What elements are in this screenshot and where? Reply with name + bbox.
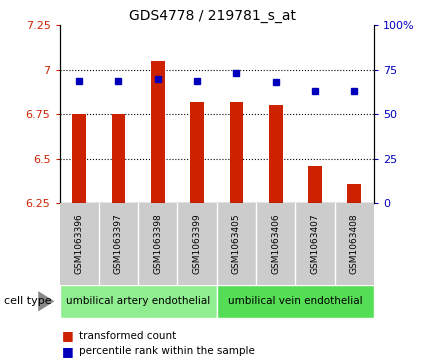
Bar xyxy=(72,114,86,203)
Bar xyxy=(217,285,374,318)
Text: umbilical artery endothelial: umbilical artery endothelial xyxy=(66,296,210,306)
Bar xyxy=(112,114,125,203)
Polygon shape xyxy=(38,291,54,311)
Text: umbilical vein endothelial: umbilical vein endothelial xyxy=(228,296,363,306)
Text: transformed count: transformed count xyxy=(79,331,176,341)
Text: GSM1063408: GSM1063408 xyxy=(350,214,359,274)
Text: GSM1063397: GSM1063397 xyxy=(114,214,123,274)
Text: cell type: cell type xyxy=(4,296,52,306)
Bar xyxy=(308,166,322,203)
Text: GSM1063405: GSM1063405 xyxy=(232,214,241,274)
Text: GDS4778 / 219781_s_at: GDS4778 / 219781_s_at xyxy=(129,9,296,23)
Text: ■: ■ xyxy=(62,329,74,342)
Text: GSM1063406: GSM1063406 xyxy=(271,214,280,274)
Bar xyxy=(190,102,204,203)
Bar xyxy=(60,285,217,318)
Text: ■: ■ xyxy=(62,345,74,358)
Bar xyxy=(151,61,164,203)
Text: percentile rank within the sample: percentile rank within the sample xyxy=(79,346,255,356)
Bar xyxy=(348,184,361,203)
Text: GSM1063399: GSM1063399 xyxy=(193,214,201,274)
Text: GSM1063398: GSM1063398 xyxy=(153,214,162,274)
Bar xyxy=(269,105,283,203)
Text: GSM1063396: GSM1063396 xyxy=(75,214,84,274)
Bar xyxy=(230,102,243,203)
Text: GSM1063407: GSM1063407 xyxy=(311,214,320,274)
